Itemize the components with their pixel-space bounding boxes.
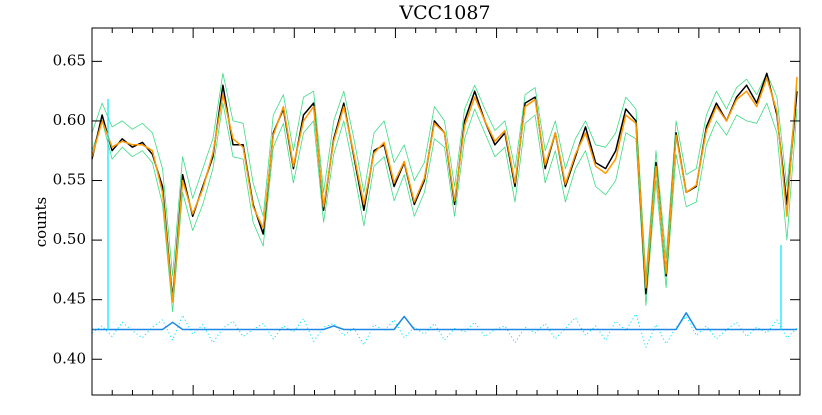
y-axis-label: counts [32,197,50,247]
y-tick-label: 0.50 [53,230,86,248]
series-line [91,72,798,277]
series-line [91,313,798,348]
plot-frame [91,27,801,396]
y-tick-label: 0.55 [53,171,86,189]
series-line [92,312,797,331]
y-tick-label: 0.65 [53,51,86,69]
plot-area [91,72,798,348]
series-line [91,76,798,303]
y-tick-label: 0.40 [53,349,86,367]
chart-title: VCC1087 [398,2,490,24]
y-tick-label: 0.60 [53,111,86,129]
series-line [91,102,798,312]
y-tick-label: 0.45 [53,290,86,308]
series-line [91,72,798,301]
